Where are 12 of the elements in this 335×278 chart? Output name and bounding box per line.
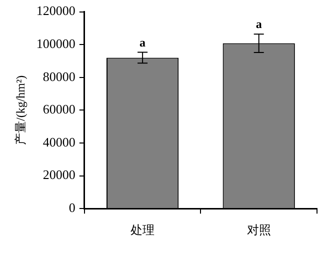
y-tick-label: 40000 [42, 134, 76, 150]
y-tick-label: 120000 [36, 3, 76, 18]
y-tick-label: 60000 [42, 102, 76, 117]
y-tick-label: 0 [68, 200, 76, 216]
y-tick-label: 80000 [42, 68, 76, 84]
x-tick-label: 对照 [246, 222, 271, 237]
y-tick-label: 20000 [42, 167, 76, 182]
y-axis-title: 产量/(kg/hm²) [13, 75, 28, 145]
x-tick-label: 处理 [130, 222, 155, 237]
annotation: a [140, 36, 146, 50]
y-tick-label: 100000 [36, 36, 76, 52]
annotation: a [256, 16, 262, 31]
